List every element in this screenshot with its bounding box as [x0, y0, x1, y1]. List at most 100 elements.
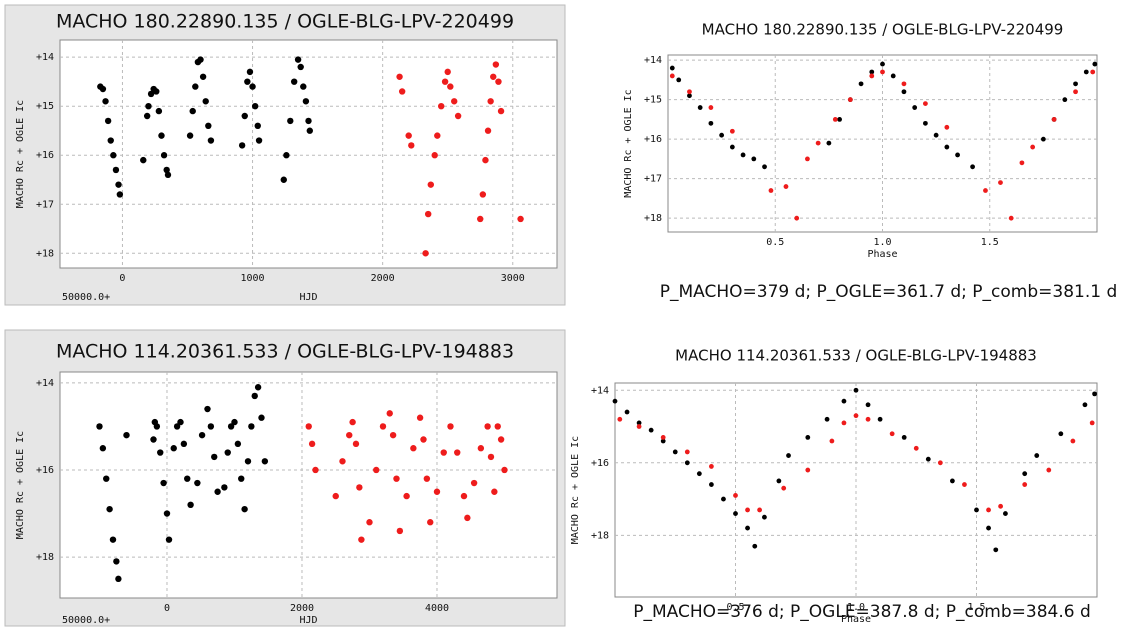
- point: [290, 78, 298, 85]
- point: [832, 116, 838, 122]
- point: [950, 478, 955, 484]
- point: [160, 479, 167, 487]
- y-tick-label: +18: [36, 552, 54, 563]
- point: [249, 83, 256, 90]
- point: [781, 485, 787, 491]
- y-tick-label: +16: [644, 134, 662, 145]
- point: [733, 511, 738, 516]
- point: [986, 507, 991, 513]
- point: [805, 156, 810, 162]
- point: [408, 142, 415, 149]
- point: [393, 475, 400, 482]
- point: [147, 90, 155, 98]
- point: [962, 482, 967, 487]
- point: [901, 435, 907, 440]
- point: [280, 176, 287, 183]
- y-tick-label: +15: [36, 101, 54, 112]
- x-axis-label: HJD: [299, 615, 317, 626]
- point: [145, 102, 152, 110]
- point: [869, 69, 875, 75]
- point: [234, 440, 242, 448]
- point: [140, 156, 147, 164]
- x-tick-label: 1.5: [981, 237, 999, 248]
- point: [444, 68, 451, 76]
- point: [427, 181, 434, 188]
- y-tick-label: +14: [36, 378, 54, 389]
- point: [719, 132, 725, 138]
- point: [1083, 69, 1089, 75]
- point: [416, 414, 424, 421]
- point: [1062, 97, 1068, 103]
- point: [153, 88, 160, 95]
- point: [925, 456, 931, 462]
- point: [332, 492, 339, 500]
- point: [115, 575, 122, 583]
- y-tick-label: +17: [36, 199, 54, 210]
- point: [998, 503, 1003, 509]
- point: [451, 98, 458, 105]
- point: [103, 475, 110, 482]
- point: [205, 122, 212, 130]
- point: [396, 73, 403, 80]
- point: [405, 132, 412, 139]
- point: [826, 140, 832, 146]
- point: [104, 117, 112, 125]
- point: [211, 453, 218, 461]
- point: [164, 171, 172, 179]
- point: [805, 467, 811, 473]
- point: [1082, 402, 1088, 408]
- point: [204, 405, 211, 413]
- point: [824, 416, 830, 422]
- point: [189, 107, 196, 115]
- point: [1030, 144, 1036, 150]
- point: [890, 73, 896, 79]
- point: [207, 423, 215, 430]
- point: [757, 507, 762, 513]
- point: [116, 191, 124, 198]
- point: [297, 63, 304, 71]
- y-tick-label: +14: [36, 52, 54, 63]
- point: [497, 107, 505, 115]
- point: [424, 210, 432, 218]
- point: [158, 132, 165, 139]
- point: [669, 73, 675, 79]
- point: [672, 449, 678, 455]
- point: [99, 85, 107, 93]
- point: [517, 215, 524, 223]
- point: [255, 137, 263, 144]
- point: [427, 519, 434, 526]
- point: [110, 152, 117, 159]
- point: [669, 65, 675, 71]
- point: [109, 536, 117, 543]
- point: [901, 89, 907, 95]
- point: [106, 505, 113, 513]
- point: [153, 423, 161, 430]
- point: [202, 98, 209, 105]
- x-tick-label: 3000: [501, 273, 525, 284]
- point: [687, 89, 692, 95]
- point: [624, 409, 630, 415]
- point: [492, 61, 500, 68]
- point: [163, 510, 171, 517]
- point: [1051, 116, 1057, 122]
- point: [102, 98, 109, 105]
- point: [160, 152, 168, 159]
- point: [447, 83, 454, 90]
- x-tick-label: 4000: [425, 603, 449, 614]
- point: [762, 514, 767, 520]
- point: [1070, 438, 1076, 444]
- point: [745, 525, 750, 531]
- point: [805, 435, 811, 440]
- point: [986, 525, 991, 531]
- point: [708, 105, 714, 110]
- point: [1058, 431, 1064, 437]
- x-offset-label: 50000.0+: [62, 615, 110, 626]
- point: [612, 398, 618, 404]
- point: [302, 98, 310, 105]
- point: [177, 418, 184, 426]
- point: [1008, 215, 1014, 221]
- point: [180, 440, 188, 448]
- point: [1022, 482, 1028, 487]
- point: [238, 475, 245, 482]
- point: [983, 188, 988, 193]
